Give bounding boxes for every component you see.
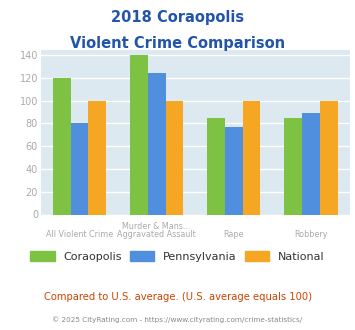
Bar: [53, 78, 71, 214]
Bar: [243, 101, 261, 214]
Text: Compared to U.S. average. (U.S. average equals 100): Compared to U.S. average. (U.S. average …: [44, 292, 311, 302]
Text: © 2025 CityRating.com - https://www.cityrating.com/crime-statistics/: © 2025 CityRating.com - https://www.city…: [53, 317, 302, 323]
Bar: [88, 101, 106, 214]
Text: All Violent Crime: All Violent Crime: [46, 230, 113, 240]
Text: Aggravated Assault: Aggravated Assault: [117, 230, 196, 240]
Text: Rape: Rape: [224, 230, 244, 240]
Bar: [207, 118, 225, 214]
Bar: [148, 73, 165, 214]
Bar: [225, 127, 243, 214]
Text: 2018 Coraopolis: 2018 Coraopolis: [111, 10, 244, 25]
Text: Murder & Mans...: Murder & Mans...: [122, 222, 191, 231]
Legend: Coraopolis, Pennsylvania, National: Coraopolis, Pennsylvania, National: [30, 250, 325, 262]
Bar: [71, 123, 88, 214]
Text: Robbery: Robbery: [294, 230, 328, 240]
Bar: [320, 101, 338, 214]
Bar: [302, 113, 320, 214]
Text: Violent Crime Comparison: Violent Crime Comparison: [70, 36, 285, 51]
Bar: [165, 101, 183, 214]
Bar: [284, 118, 302, 214]
Bar: [130, 55, 148, 214]
